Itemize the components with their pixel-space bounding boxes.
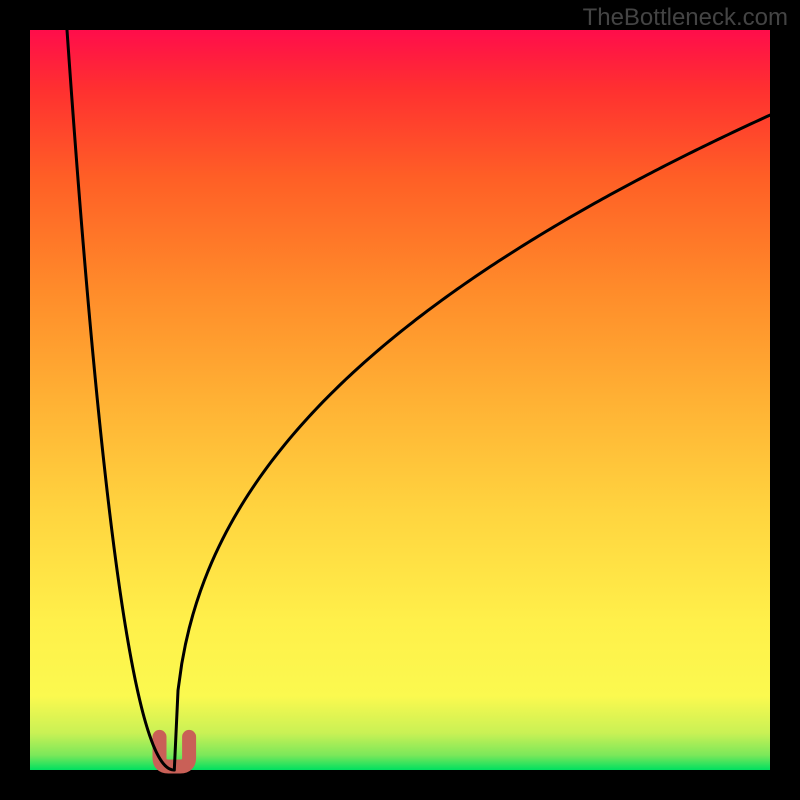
gradient-background xyxy=(30,30,770,770)
bottleneck-chart xyxy=(0,0,800,800)
chart-container: TheBottleneck.com xyxy=(0,0,800,800)
